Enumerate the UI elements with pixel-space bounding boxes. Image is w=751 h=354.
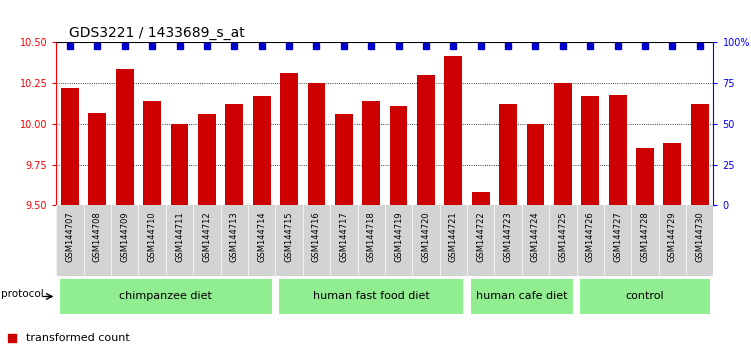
Text: GSM144709: GSM144709 [120, 211, 129, 262]
Text: transformed count: transformed count [26, 333, 129, 343]
Text: GSM144723: GSM144723 [504, 211, 513, 262]
Text: GSM144722: GSM144722 [476, 211, 485, 262]
Text: GSM144720: GSM144720 [421, 211, 430, 262]
Text: GSM144707: GSM144707 [65, 211, 74, 262]
FancyBboxPatch shape [59, 278, 273, 315]
Text: chimpanzee diet: chimpanzee diet [119, 291, 213, 302]
Bar [308, 83, 325, 205]
Text: GSM144714: GSM144714 [257, 211, 266, 262]
Text: GDS3221 / 1433689_s_at: GDS3221 / 1433689_s_at [70, 26, 246, 40]
Text: GSM144710: GSM144710 [148, 211, 157, 262]
FancyBboxPatch shape [579, 278, 710, 315]
Text: GSM144713: GSM144713 [230, 211, 239, 262]
Text: GSM144715: GSM144715 [285, 211, 294, 262]
Bar [636, 148, 654, 205]
Text: GSM144729: GSM144729 [668, 211, 677, 262]
FancyBboxPatch shape [278, 278, 464, 315]
Bar [581, 96, 599, 205]
Text: control: control [626, 291, 665, 302]
Text: protocol: protocol [1, 290, 44, 299]
Bar [198, 114, 216, 205]
Text: GSM144717: GSM144717 [339, 211, 348, 262]
Text: GSM144721: GSM144721 [449, 211, 458, 262]
Text: GSM144716: GSM144716 [312, 211, 321, 262]
Text: GSM144718: GSM144718 [366, 211, 376, 262]
Bar [362, 101, 380, 205]
Bar [170, 124, 189, 205]
Bar [143, 101, 161, 205]
Bar [89, 113, 107, 205]
Bar [116, 69, 134, 205]
Text: GSM144711: GSM144711 [175, 211, 184, 262]
Bar [390, 106, 408, 205]
Text: GSM144725: GSM144725 [558, 211, 567, 262]
Bar [335, 114, 353, 205]
Text: human cafe diet: human cafe diet [476, 291, 568, 302]
Bar [609, 95, 626, 205]
Text: human fast food diet: human fast food diet [313, 291, 430, 302]
Bar [472, 192, 490, 205]
Text: GSM144727: GSM144727 [613, 211, 622, 262]
Bar [253, 96, 270, 205]
Text: GSM144719: GSM144719 [394, 211, 403, 262]
Text: GSM144730: GSM144730 [695, 211, 704, 262]
Bar [225, 104, 243, 205]
Bar [499, 104, 517, 205]
Text: GSM144708: GSM144708 [93, 211, 102, 262]
Bar [554, 83, 572, 205]
Text: GSM144712: GSM144712 [203, 211, 212, 262]
Text: GSM144724: GSM144724 [531, 211, 540, 262]
Bar [280, 73, 298, 205]
Bar [445, 56, 462, 205]
Bar [61, 88, 79, 205]
Text: GSM144726: GSM144726 [586, 211, 595, 262]
Bar [526, 124, 544, 205]
Bar [663, 143, 681, 205]
Bar [691, 104, 709, 205]
Bar [417, 75, 435, 205]
Text: GSM144728: GSM144728 [641, 211, 650, 262]
FancyBboxPatch shape [470, 278, 574, 315]
